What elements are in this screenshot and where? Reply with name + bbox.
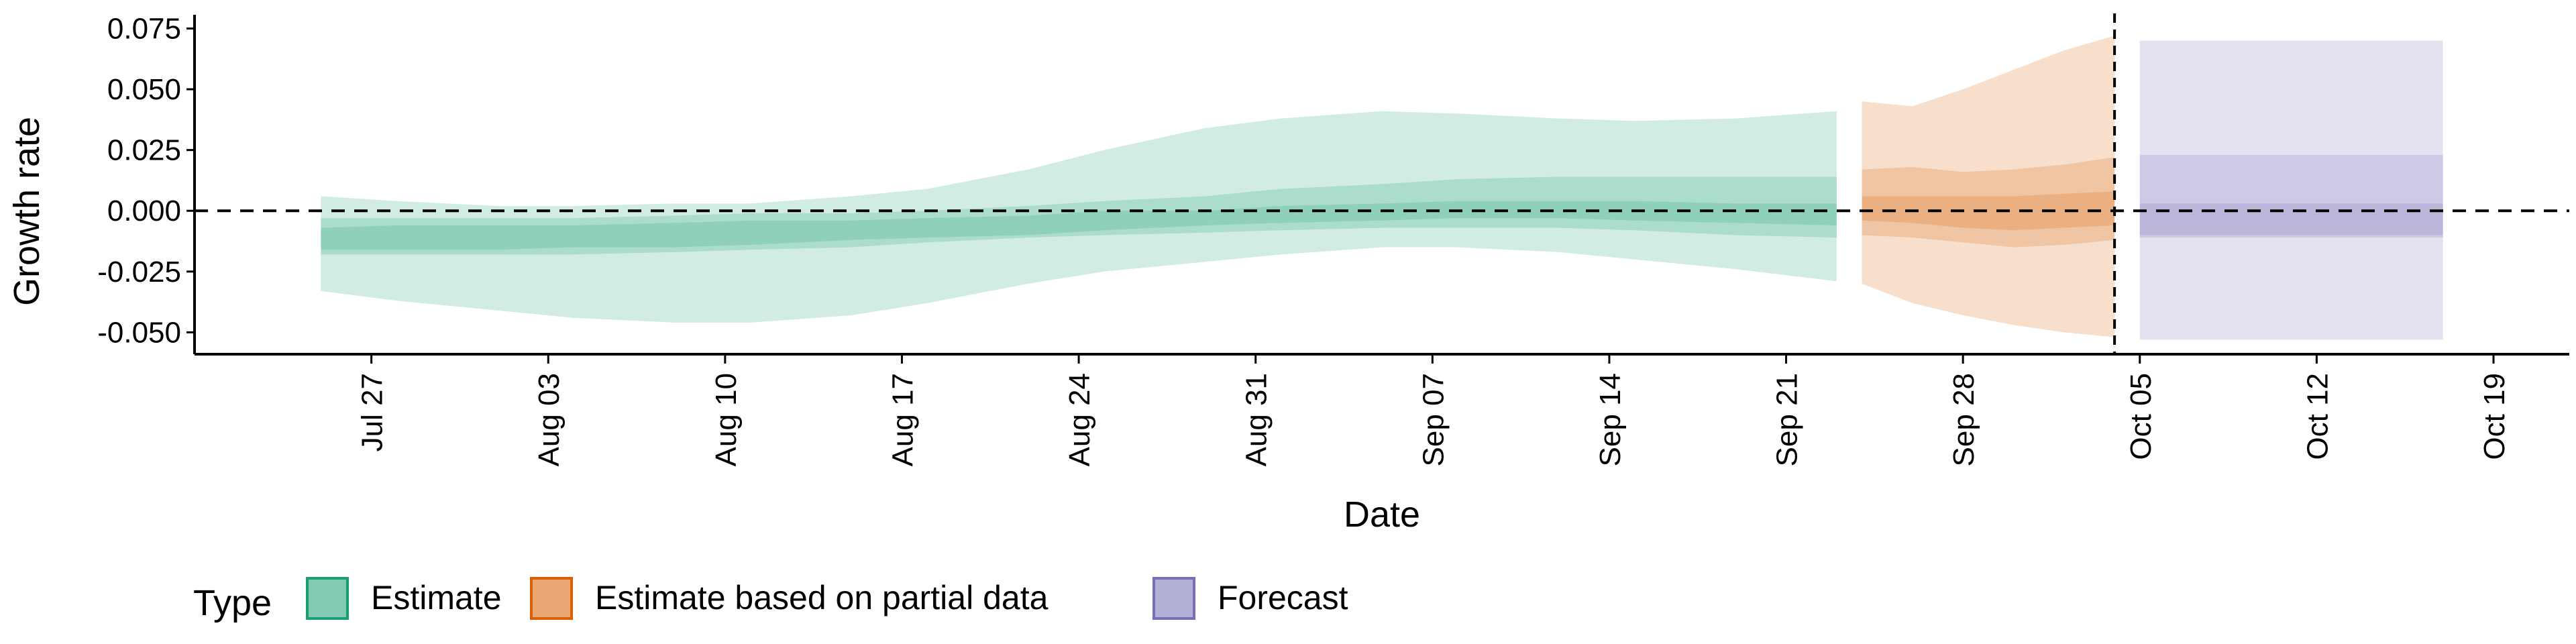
x-tick-label: Aug 31: [1240, 373, 1273, 466]
y-tick-label: -0.025: [97, 256, 181, 288]
legend: Type Estimate Estimate based on partial d…: [193, 577, 1348, 623]
y-axis-ticks: -0.050 -0.025 0.000 0.025 0.050 0.075: [97, 12, 195, 349]
legend-swatch-estimate-based-on-partial-data: [530, 577, 573, 620]
estimate-band-90: [321, 111, 1837, 323]
y-tick-label: 0.025: [107, 134, 181, 167]
x-tick-label: Sep 28: [1947, 373, 1980, 466]
bands-layer: [321, 36, 2443, 340]
y-tick-label: 0.000: [107, 195, 181, 227]
legend-label-forecast: Forecast: [1218, 579, 1348, 616]
legend-label-estimate: Estimate: [371, 579, 502, 616]
x-tick-label: Aug 17: [886, 373, 919, 466]
x-tick-label: Sep 21: [1771, 373, 1804, 466]
estimate-based-on-partial-data-band-50: [1862, 157, 2115, 248]
forecast-band-90: [2139, 40, 2443, 340]
x-tick-label: Jul 27: [356, 373, 389, 451]
legend-label-estimate-based-on-partial-data: Estimate based on partial data: [595, 579, 1049, 616]
forecast-band-50: [2139, 154, 2443, 238]
x-tick-label: Aug 10: [710, 373, 743, 466]
estimate-band-50: [321, 176, 1837, 255]
x-tick-label: Aug 24: [1063, 373, 1096, 466]
estimate-based-on-partial-data-band-90: [1862, 36, 2115, 337]
legend-swatch-estimate: [306, 577, 349, 620]
x-axis-ticks: Jul 27 Aug 03 Aug 10 Aug 17 Aug 24 Aug 31 Sep …: [356, 354, 2511, 466]
forecast-band-20: [2139, 203, 2443, 235]
x-tick-label: Oct 12: [2301, 373, 2334, 460]
estimate-based-on-partial-data-band-20: [1862, 191, 2115, 231]
legend-items: Estimate Estimate based on partial data Fo…: [306, 577, 1348, 620]
legend-swatch-forecast: [1152, 577, 1195, 620]
legend-title: Type: [193, 583, 272, 623]
x-tick-label: Sep 07: [1417, 373, 1450, 466]
y-tick-label: 0.075: [107, 12, 181, 45]
x-axis-title: Date: [1344, 494, 1420, 535]
y-tick-label: 0.050: [107, 73, 181, 106]
y-tick-label: -0.050: [97, 316, 181, 349]
x-tick-label: Oct 19: [2478, 373, 2511, 460]
y-axis-title: Growth rate: [7, 117, 47, 306]
x-tick-label: Sep 14: [1594, 373, 1627, 466]
estimate-band-20: [321, 201, 1837, 250]
x-tick-label: Aug 03: [533, 373, 566, 466]
x-tick-label: Oct 05: [2125, 373, 2157, 460]
